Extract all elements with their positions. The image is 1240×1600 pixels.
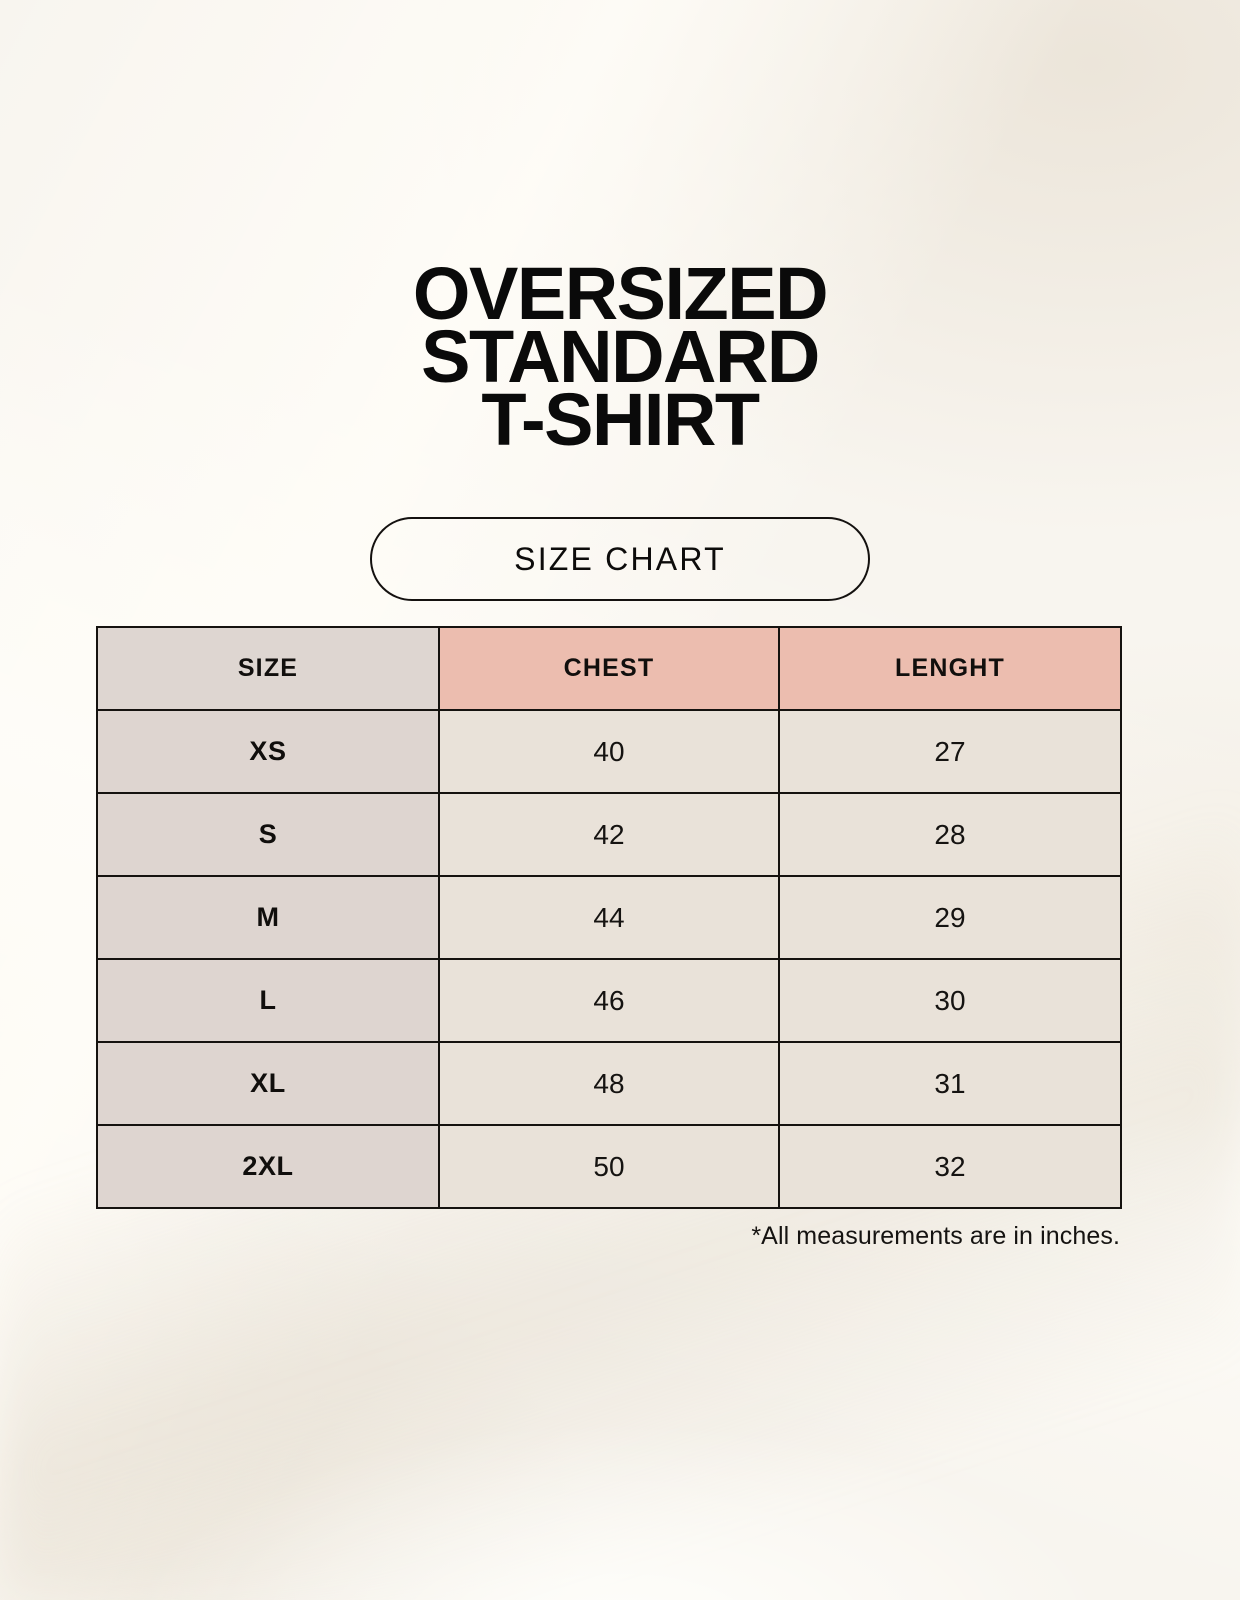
size-chart-badge-label: SIZE CHART: [514, 540, 726, 577]
cell-chest-value: 42: [593, 818, 625, 850]
cell-size-label: L: [259, 985, 277, 1015]
cell-length: 27: [778, 709, 1122, 794]
cell-length: 32: [778, 1124, 1122, 1209]
column-header-length: LENGHT: [778, 626, 1122, 711]
cell-length: 31: [778, 1041, 1122, 1126]
cell-chest: 40: [438, 709, 780, 794]
cell-size-label: XL: [250, 1068, 286, 1098]
page-title: OVERSIZED STANDARD T-SHIRT: [0, 257, 1240, 461]
size-chart-badge: SIZE CHART: [370, 517, 870, 601]
cell-chest: 48: [438, 1041, 780, 1126]
cell-length-value: 31: [934, 1067, 966, 1099]
cell-size-label: XS: [249, 736, 287, 766]
column-header-size: SIZE: [96, 626, 440, 711]
cell-size: 2XL: [96, 1124, 440, 1209]
size-table-body: XS 40 27 S 42: [96, 709, 1122, 1209]
cell-length: 30: [778, 958, 1122, 1043]
cell-chest: 46: [438, 958, 780, 1043]
cell-size: XS: [96, 709, 440, 794]
table-row: M 44 29: [96, 875, 1122, 960]
cell-chest: 44: [438, 875, 780, 960]
size-table-head: SIZE CHEST LENGHT: [96, 626, 1122, 711]
cell-size: L: [96, 958, 440, 1043]
size-table-container: SIZE CHEST LENGHT XS: [96, 626, 1122, 1209]
table-row: 2XL 50 32: [96, 1124, 1122, 1209]
cell-size: M: [96, 875, 440, 960]
cell-length: 28: [778, 792, 1122, 877]
cell-size-label: 2XL: [242, 1151, 294, 1181]
column-header-size-label: SIZE: [237, 654, 299, 682]
table-row: XL 48 31: [96, 1041, 1122, 1126]
cell-length: 29: [778, 875, 1122, 960]
cell-size-label: M: [256, 902, 280, 932]
table-row: XS 40 27: [96, 709, 1122, 794]
measurement-units-note: *All measurements are in inches.: [751, 1222, 1120, 1250]
cell-chest-value: 50: [593, 1150, 625, 1182]
page-title-line-3: T-SHIRT: [481, 378, 760, 461]
table-header-row: SIZE CHEST LENGHT: [96, 626, 1122, 711]
table-row: L 46 30: [96, 958, 1122, 1043]
column-header-chest-label: CHEST: [563, 654, 655, 682]
cell-length-value: 27: [934, 735, 966, 767]
cell-length-value: 29: [934, 901, 966, 933]
cell-size-label: S: [258, 819, 278, 849]
cell-size: S: [96, 792, 440, 877]
cell-chest-value: 40: [593, 735, 625, 767]
cell-length-value: 28: [934, 818, 966, 850]
cell-size: XL: [96, 1041, 440, 1126]
cell-length-value: 30: [934, 984, 966, 1016]
cell-chest: 42: [438, 792, 780, 877]
column-header-length-label: LENGHT: [895, 654, 1005, 682]
cell-chest: 50: [438, 1124, 780, 1209]
cell-length-value: 32: [934, 1150, 966, 1182]
table-row: S 42 28: [96, 792, 1122, 877]
cell-chest-value: 46: [593, 984, 625, 1016]
size-table: SIZE CHEST LENGHT XS: [96, 626, 1122, 1209]
column-header-chest: CHEST: [438, 626, 780, 711]
cell-chest-value: 44: [593, 901, 625, 933]
cell-chest-value: 48: [593, 1067, 625, 1099]
